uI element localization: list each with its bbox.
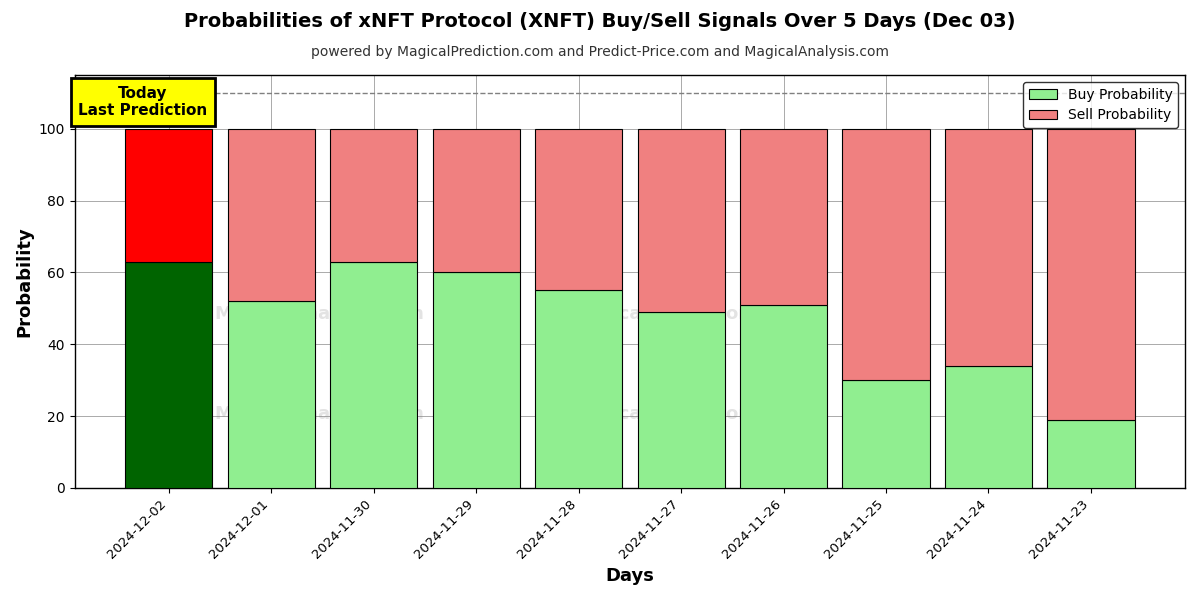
Bar: [535, 290, 622, 488]
Bar: [228, 301, 314, 488]
Text: MagicalPrediction.com: MagicalPrediction.com: [570, 404, 800, 422]
Bar: [637, 129, 725, 312]
Bar: [125, 129, 212, 262]
X-axis label: Days: Days: [605, 567, 654, 585]
Text: powered by MagicalPrediction.com and Predict-Price.com and MagicalAnalysis.com: powered by MagicalPrediction.com and Pre…: [311, 45, 889, 59]
Bar: [944, 366, 1032, 488]
Bar: [740, 129, 827, 305]
Text: MagicalAnalysis.com: MagicalAnalysis.com: [214, 305, 424, 323]
Bar: [842, 129, 930, 380]
Bar: [432, 272, 520, 488]
Text: Probabilities of xNFT Protocol (XNFT) Buy/Sell Signals Over 5 Days (Dec 03): Probabilities of xNFT Protocol (XNFT) Bu…: [185, 12, 1015, 31]
Bar: [125, 262, 212, 488]
Text: MagicalAnalysis.com: MagicalAnalysis.com: [214, 404, 424, 422]
Bar: [330, 262, 418, 488]
Bar: [432, 129, 520, 272]
Bar: [740, 305, 827, 488]
Bar: [535, 129, 622, 290]
Bar: [637, 312, 725, 488]
Bar: [842, 380, 930, 488]
Bar: [1048, 419, 1134, 488]
Bar: [944, 129, 1032, 366]
Bar: [330, 129, 418, 262]
Bar: [228, 129, 314, 301]
Text: MagicalPrediction.com: MagicalPrediction.com: [570, 305, 800, 323]
Legend: Buy Probability, Sell Probability: Buy Probability, Sell Probability: [1024, 82, 1178, 128]
Y-axis label: Probability: Probability: [16, 226, 34, 337]
Text: Today
Last Prediction: Today Last Prediction: [78, 86, 208, 118]
Bar: [1048, 129, 1134, 419]
